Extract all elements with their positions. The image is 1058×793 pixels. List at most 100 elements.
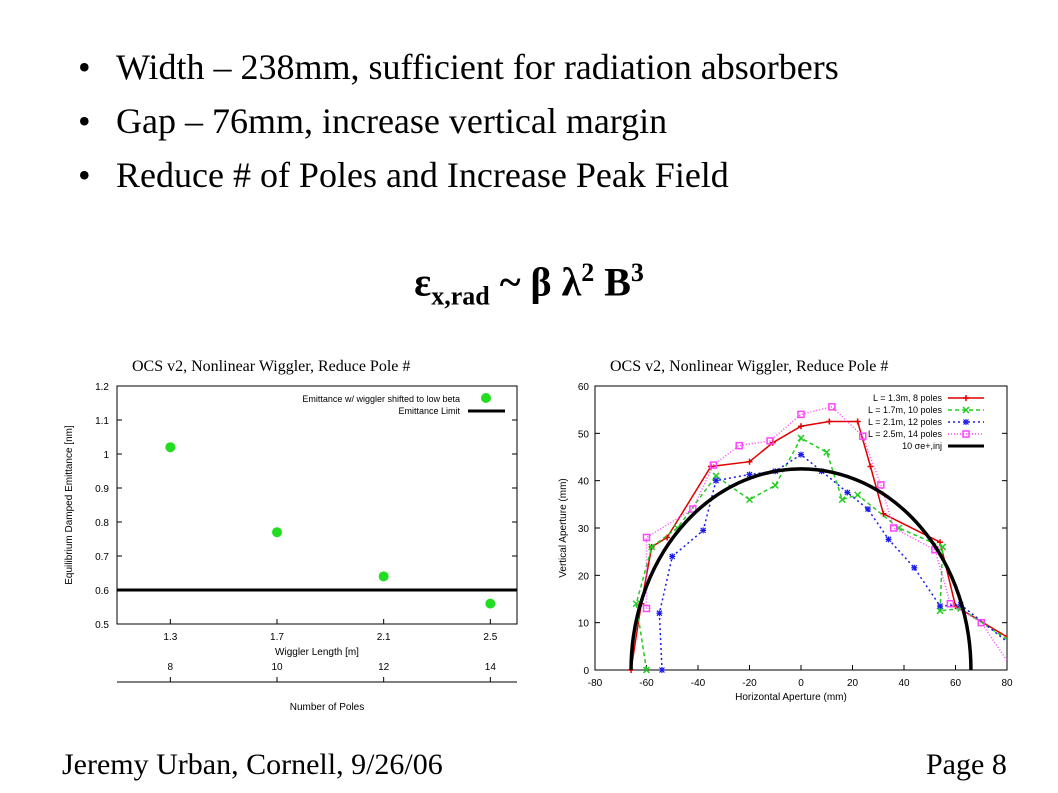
data-point [946,599,955,608]
aperture-series-line [658,453,1007,670]
emittance-point [378,571,389,582]
data-point [844,489,851,496]
data-point [656,610,663,617]
aperture-series-line [635,437,1007,670]
data-point [700,527,707,534]
y-tick-label: 0.7 [95,552,109,563]
footer-author: Jeremy Urban, Cornell, 9/26/06 [62,748,443,781]
formula-epsilon: ε [414,259,432,305]
data-point [771,481,779,489]
data-point [838,496,846,504]
x-tick-label: -60 [639,678,654,689]
data-point [735,441,743,450]
x-axis-label: Horizontal Aperture (mm) [735,692,847,703]
y-tick-label: 1.2 [95,382,109,393]
legend-label: Emittance w/ wiggler shifted to low beta [302,394,460,404]
data-point [854,491,862,499]
x-tick-label: 80 [1001,678,1013,689]
x2-axis-label: Number of Poles [290,702,364,713]
x-tick-label: 20 [847,678,859,689]
emittance-point [165,442,176,453]
plot-frame [116,385,518,625]
data-point [828,403,836,411]
bullet-item: • Width – 238mm, sufficient for radiation… [78,47,839,87]
emittance-point [485,598,496,609]
y-tick-label: 60 [578,382,590,393]
x-tick-label: 2.1 [377,632,391,643]
x-tick-label: 1.7 [270,632,284,643]
y-tick-label: 0.9 [95,484,109,495]
formula-power-2: 3 [630,258,644,287]
x-tick-label: 40 [898,678,910,689]
x-axis-label: Wiggler Length [m] [275,647,359,658]
y-tick-label: 20 [578,571,590,582]
x-tick-label: -40 [691,678,706,689]
y-axis-label: Vertical Aperture (mm) [558,478,569,577]
x-tick-label: -20 [742,678,757,689]
y-tick-label: 0.6 [95,586,109,597]
data-point [864,506,871,513]
emittance-chart: 0.5 0.6 0.7 0.8 0.9 1 1.1 1.2 1.3 1.7 2.1 2.5 Wiggle… [64,382,518,713]
data-point [937,603,944,610]
bullet-list: • Width – 238mm, sufficient for radiation… [78,40,839,202]
aperture-chart: 0 10 20 30 40 50 60 -80 -60 -40 -20 0 20 40 60 80 Horizo… [558,382,1013,703]
data-point [798,451,804,458]
emittance-point [272,527,282,538]
x-tick-label: -80 [588,678,603,689]
data-point [962,430,970,438]
y-tick-label: 1.1 [95,416,109,427]
bullet-item: • Gap – 76mm, increase vertical margin [78,101,668,141]
data-point [648,543,656,551]
data-point [746,471,753,478]
data-point [766,437,774,445]
bullet-text: Width – 238mm, sufficient for radiation … [116,47,839,87]
data-point [642,533,651,542]
aperture-series-line [645,405,1007,661]
data-point [713,477,720,484]
formula-b: B [604,259,631,305]
data-point [911,564,918,571]
x2-tick-label: 12 [378,662,390,673]
formula-relation: ~ β λ [499,259,582,305]
data-point [963,419,969,425]
aperture-series-line [630,420,1007,670]
legend-label: Emittance Limit [398,406,460,416]
emittance-formula: εx,rad ~ β λ2 B3 [0,258,1058,311]
legend-label: L = 2.5m, 14 poles [868,429,942,439]
data-point [854,418,861,425]
data-point [642,666,651,674]
legend-label: L = 2.1m, 12 poles [868,417,942,427]
legend-marker [481,393,491,403]
data-point [939,543,947,551]
data-point [642,604,651,613]
data-point [963,395,969,401]
data-point [977,618,985,627]
bullet-item: • Reduce # of Poles and Increase Peak Fie… [78,155,729,195]
footer-page: Page 8 [926,748,1007,781]
data-point [962,406,970,414]
data-point [745,496,754,504]
y-tick-label: 10 [578,619,590,630]
data-point [689,505,697,513]
x2-tick-label: 14 [485,662,497,673]
x2-tick-label: 8 [168,662,174,673]
x-tick-label: 60 [950,678,962,689]
data-point [823,448,831,456]
x2-tick-label: 10 [271,662,283,673]
y-tick-label: 50 [578,429,590,440]
formula-subscript: x,rad [431,281,490,311]
legend-label: L = 1.3m, 8 poles [873,393,942,403]
x-tick-label: 2.5 [483,632,497,643]
y-axis-label: Equilibrium Damped Emittance [nm] [64,425,75,585]
data-point [877,481,885,489]
data-point [746,458,753,465]
data-point [885,536,892,543]
data-point [658,667,665,673]
y-tick-label: 0.8 [95,518,109,529]
legend-label: 10 σe+,inj [902,441,942,451]
data-point [826,418,833,425]
legend-label: L = 1.7m, 10 poles [868,405,942,415]
chart2-title: OCS v2, Nonlinear Wiggler, Reduce Pole # [610,358,889,375]
chart1-title: OCS v2, Nonlinear Wiggler, Reduce Pole # [132,358,411,375]
x-tick-label: 0 [798,678,804,689]
